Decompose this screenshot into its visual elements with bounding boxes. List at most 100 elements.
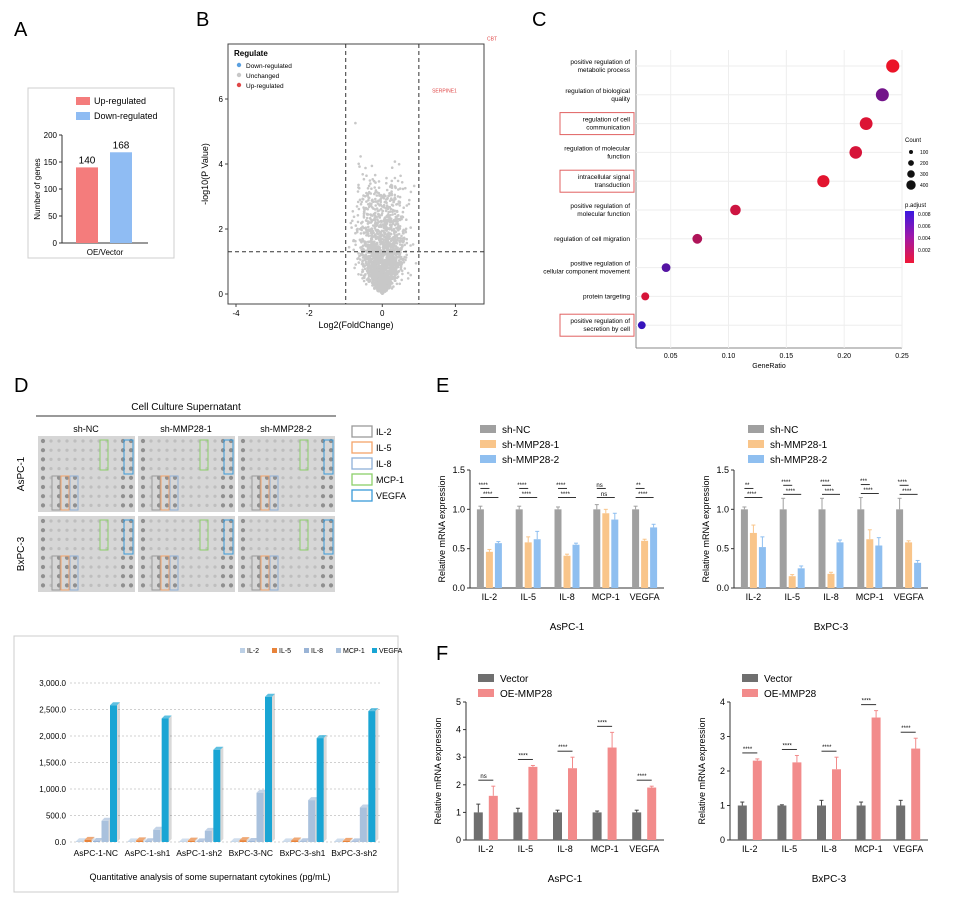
array-spot xyxy=(265,547,269,551)
volcano-point xyxy=(393,275,397,279)
color-legend-label: 0.006 xyxy=(918,224,931,230)
array-spot xyxy=(157,457,161,461)
array-spot xyxy=(97,476,101,480)
volcano-point xyxy=(401,187,405,191)
volcano-point xyxy=(387,194,390,198)
panel-f-bxpc3-chart: 0 1 2 3 4 Relative mRNA expression BxPC-3 IL-2 *… xyxy=(697,674,928,885)
array-spot xyxy=(313,556,317,560)
bar-side-face xyxy=(220,746,224,842)
array-spot xyxy=(181,574,185,578)
volcano-point xyxy=(355,228,359,231)
array-spot xyxy=(181,494,185,498)
volcano-point xyxy=(374,214,377,217)
array-spot xyxy=(228,583,234,588)
array-spot xyxy=(328,457,334,462)
volcano-point xyxy=(397,252,400,256)
volcano-point xyxy=(368,221,371,224)
array-spot xyxy=(105,476,109,480)
bar-top-face xyxy=(256,789,267,793)
bar-top-face xyxy=(368,708,379,712)
legend-label: Down-regulated xyxy=(246,63,292,70)
volcano-point xyxy=(374,256,378,260)
sig-label: **** xyxy=(820,480,830,486)
x-tick-label: IL-5 xyxy=(782,844,798,854)
array-spot xyxy=(313,528,317,532)
array-spot xyxy=(97,503,101,507)
volcano-point xyxy=(393,212,397,215)
volcano-point xyxy=(366,267,369,270)
array-spot xyxy=(181,448,185,452)
y-axis-label: Number of genes xyxy=(33,158,42,219)
volcano-point xyxy=(395,282,399,286)
bar-sh-mmp28-1 xyxy=(788,576,796,588)
volcano-point xyxy=(412,184,416,188)
box-il8 xyxy=(69,555,79,591)
array-spot xyxy=(281,547,285,551)
array-spot xyxy=(40,583,46,588)
array-spot xyxy=(172,583,178,588)
bar-value-label: 168 xyxy=(113,140,130,151)
bar-oe-mmp28 xyxy=(568,768,577,840)
volcano-point xyxy=(384,289,387,292)
volcano-point xyxy=(400,262,404,266)
volcano-point xyxy=(375,253,379,256)
volcano-point xyxy=(366,230,369,233)
array-spot xyxy=(220,494,226,499)
array-spot xyxy=(281,574,285,578)
array-spot xyxy=(172,484,178,490)
volcano-point xyxy=(361,270,364,274)
row-label: BxPC-3 xyxy=(16,536,27,571)
array-spot xyxy=(281,457,285,461)
array-spot xyxy=(320,475,326,480)
y-tick-label: 100 xyxy=(44,185,58,194)
y-tick-label: 4 xyxy=(720,697,725,707)
volcano-point xyxy=(366,192,370,196)
array-spot xyxy=(181,476,185,480)
volcano-point xyxy=(393,229,396,232)
array-spot xyxy=(289,565,293,569)
array-membrane xyxy=(38,516,135,592)
bar-vegfa xyxy=(213,749,221,842)
y-tick-label: 0 xyxy=(456,835,461,845)
bar-side-face xyxy=(194,837,198,842)
volcano-point xyxy=(384,198,388,201)
array-spot xyxy=(165,439,169,443)
volcano-point xyxy=(374,244,377,248)
y-tick-label: 50 xyxy=(48,212,57,221)
volcano-point xyxy=(374,204,378,207)
array-spot xyxy=(197,485,201,489)
array-spot xyxy=(57,528,61,532)
array-spot xyxy=(73,547,77,551)
sig-label: **** xyxy=(782,743,792,749)
array-spot xyxy=(40,466,46,471)
array-spot xyxy=(228,457,234,462)
array-spot xyxy=(73,457,77,461)
array-spot xyxy=(57,547,61,551)
array-spot xyxy=(89,494,93,498)
volcano-point xyxy=(395,234,399,238)
volcano-point xyxy=(362,254,365,257)
volcano-point xyxy=(380,258,384,261)
array-spot xyxy=(328,546,334,551)
sig-label: **** xyxy=(556,483,566,489)
x-tick-label: BxPC-3-sh2 xyxy=(331,848,377,858)
array-spot xyxy=(249,537,253,542)
legend-swatch xyxy=(272,648,277,653)
box-vegfa xyxy=(123,439,134,475)
array-spot xyxy=(165,528,169,532)
y-tick-label: 0.5 xyxy=(716,544,729,554)
volcano-point xyxy=(377,284,381,288)
array-spot xyxy=(57,439,61,443)
sig-label: *** xyxy=(860,479,868,485)
array-spot xyxy=(240,438,246,444)
sig-label: **** xyxy=(862,699,872,705)
array-spot xyxy=(72,583,78,588)
array-spot xyxy=(105,574,109,578)
bar-sh-nc xyxy=(476,509,484,588)
array-spot xyxy=(40,518,46,524)
array-spot xyxy=(197,574,201,578)
array-spot xyxy=(281,565,285,569)
volcano-point xyxy=(362,177,366,181)
volcano-point xyxy=(357,162,361,166)
volcano-point xyxy=(394,267,398,271)
